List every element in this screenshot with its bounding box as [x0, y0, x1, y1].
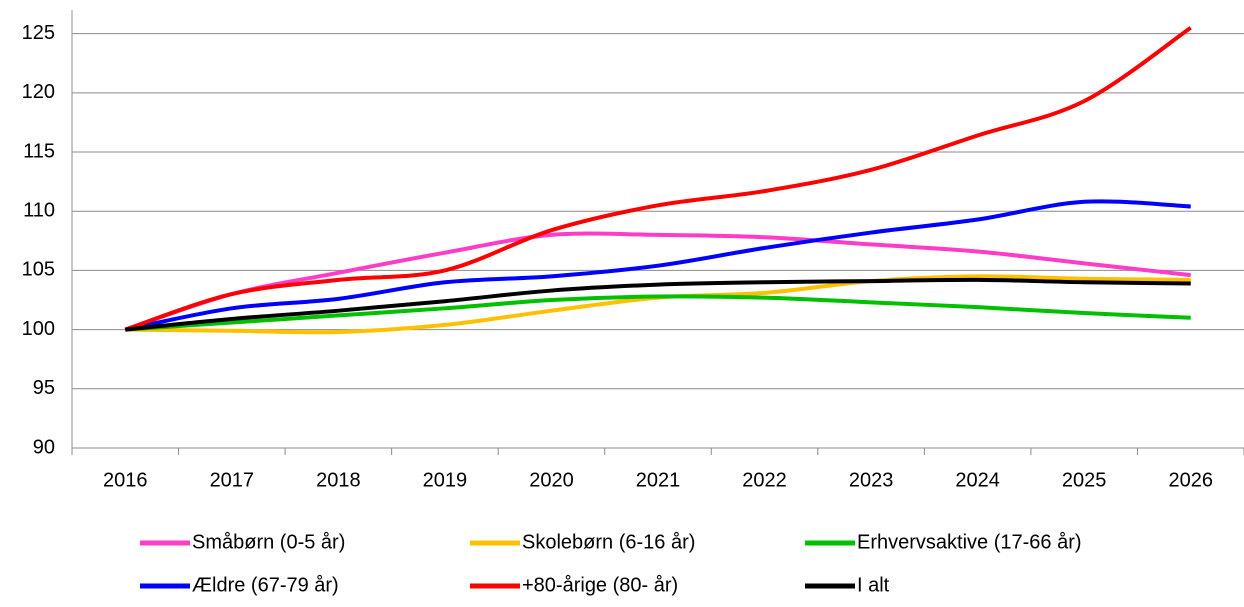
x-tick-label: 2020 [529, 469, 574, 491]
legend-label: Erhvervsaktive (17-66 år) [857, 531, 1082, 553]
x-tick-label: 2019 [423, 469, 468, 491]
y-tick-label: 115 [23, 140, 55, 162]
y-tick-label: 105 [22, 259, 55, 281]
x-tick-label: 2022 [742, 469, 787, 491]
y-tick-label: 125 [22, 22, 55, 44]
y-tick-label: 90 [33, 436, 55, 458]
series-line [125, 277, 1191, 332]
y-tick-label: 95 [33, 377, 55, 399]
series-line [124, 231, 1191, 332]
x-tick-label: 2021 [636, 469, 681, 491]
legend-label: +80-årige (80- år) [522, 574, 678, 596]
series-line [125, 294, 1191, 332]
series-line [124, 199, 1191, 332]
legend-label: Småbørn (0-5 år) [192, 531, 345, 553]
y-tick-label: 100 [22, 318, 55, 340]
legend-label: I alt [857, 574, 890, 596]
x-tick-label: 2016 [103, 469, 148, 491]
x-tick-label: 2017 [210, 469, 255, 491]
x-tick-label: 2026 [1168, 469, 1213, 491]
y-tick-label: 120 [22, 81, 55, 103]
x-tick-label: 2018 [316, 469, 361, 491]
y-tick-label: 110 [23, 200, 55, 222]
x-tick-label: 2024 [955, 469, 1000, 491]
legend-label: Skolebørn (6-16 år) [522, 531, 695, 553]
series-line [124, 26, 1192, 332]
legend-label: Ældre (67-79 år) [192, 574, 339, 596]
x-tick-label: 2023 [849, 469, 894, 491]
x-tick-label: 2025 [1062, 469, 1107, 491]
